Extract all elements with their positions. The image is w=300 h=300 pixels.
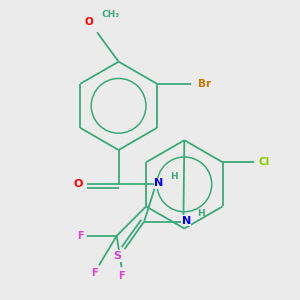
- Text: F: F: [77, 231, 84, 241]
- Text: N: N: [154, 178, 164, 188]
- Text: O: O: [74, 179, 83, 189]
- Text: F: F: [91, 268, 98, 278]
- Text: H: H: [197, 209, 205, 218]
- Text: H: H: [169, 172, 177, 181]
- Text: CH₃: CH₃: [102, 10, 120, 19]
- Text: F: F: [118, 271, 125, 281]
- Text: S: S: [114, 251, 122, 261]
- Text: Cl: Cl: [258, 157, 269, 167]
- Text: Br: Br: [198, 79, 212, 89]
- Text: O: O: [85, 17, 94, 27]
- Text: N: N: [182, 216, 191, 226]
